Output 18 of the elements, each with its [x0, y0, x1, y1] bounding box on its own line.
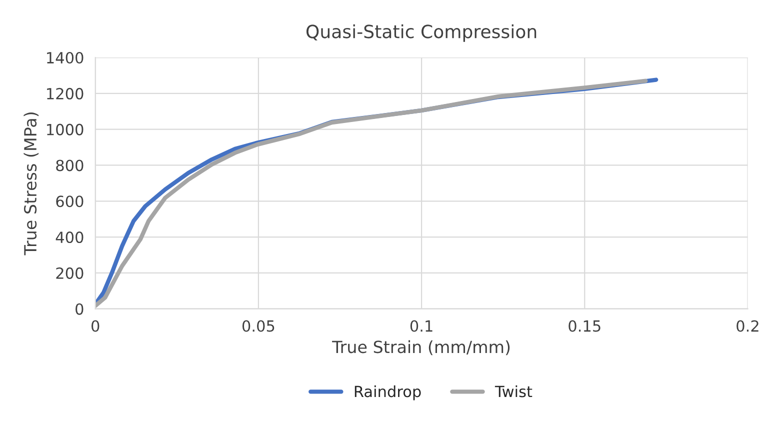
- legend-label: Twist: [494, 385, 532, 398]
- y-tick-label: 0: [76, 303, 84, 315]
- y-tick-label: 800: [56, 160, 84, 172]
- y-axis-title: True Stress (MPa): [24, 112, 39, 256]
- x-tick-label: 0.15: [568, 320, 600, 332]
- y-tick-label: 200: [56, 267, 84, 279]
- x-tick-label: 0: [92, 320, 100, 332]
- legend-label: Raindrop: [354, 385, 421, 400]
- y-tick-label: 1400: [47, 52, 84, 64]
- y-tick-label: 1200: [47, 88, 84, 100]
- y-tick-label: 400: [56, 232, 84, 244]
- y-tick-label: 1000: [47, 124, 84, 136]
- x-tick-label: 0.1: [410, 320, 432, 332]
- y-tick-label: 600: [56, 196, 84, 208]
- x-tick-label: 0.05: [242, 320, 274, 332]
- chart-title: Quasi-Static Compression: [306, 24, 536, 42]
- x-axis-title: True Strain (mm/mm): [332, 340, 510, 356]
- x-tick-label: 0.2: [736, 320, 758, 332]
